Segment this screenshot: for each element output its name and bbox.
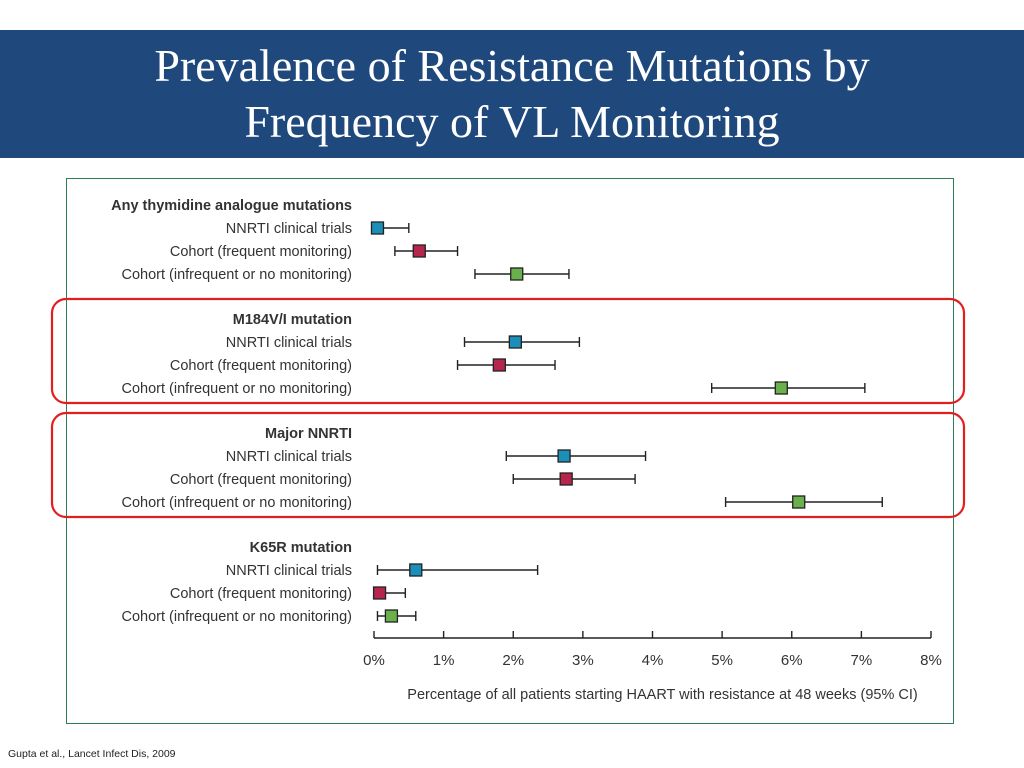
row-label: Cohort (frequent monitoring) bbox=[170, 358, 352, 374]
point-estimate-marker bbox=[774, 381, 788, 395]
x-axis-label: Percentage of all patients starting HAAR… bbox=[407, 687, 917, 703]
forest-plot-frame: Any thymidine analogue mutations NNRTI cl… bbox=[66, 178, 954, 724]
point-estimate-marker bbox=[492, 358, 506, 372]
x-tick-label: 8% bbox=[920, 652, 942, 669]
x-tick-label: 3% bbox=[572, 652, 594, 669]
row-label: Cohort (infrequent or no monitoring) bbox=[121, 609, 352, 625]
row-label: NNRTI clinical trials bbox=[226, 449, 352, 465]
point-estimate-marker bbox=[384, 609, 399, 623]
row-label: Cohort (infrequent or no monitoring) bbox=[121, 495, 352, 511]
x-tick-label: 7% bbox=[851, 652, 873, 669]
point-estimate-marker bbox=[508, 335, 522, 349]
citation: Gupta et al., Lancet Infect Dis, 2009 bbox=[8, 748, 176, 760]
title-band: Prevalence of Resistance Mutations by Fr… bbox=[0, 30, 1024, 158]
x-tick-label: 4% bbox=[642, 652, 664, 669]
row-label: Cohort (frequent monitoring) bbox=[170, 586, 352, 602]
row-label: NNRTI clinical trials bbox=[226, 563, 352, 579]
row-label: Cohort (frequent monitoring) bbox=[170, 244, 352, 260]
x-tick-label: 1% bbox=[433, 652, 455, 669]
point-estimate-marker bbox=[557, 449, 571, 463]
row-label: Cohort (infrequent or no monitoring) bbox=[121, 267, 352, 283]
slide-title-line-1: Prevalence of Resistance Mutations by bbox=[154, 40, 870, 91]
point-estimate-marker bbox=[412, 244, 426, 258]
x-tick-label: 6% bbox=[781, 652, 803, 669]
point-estimate-marker bbox=[559, 472, 573, 486]
group-title: K65R mutation bbox=[250, 540, 352, 556]
point-estimate-marker bbox=[792, 495, 806, 509]
row-label: Cohort (frequent monitoring) bbox=[170, 472, 352, 488]
group-title: M184V/I mutation bbox=[233, 312, 352, 328]
x-tick-label: 5% bbox=[711, 652, 733, 669]
point-estimate-marker bbox=[409, 563, 423, 577]
group-title: Major NNRTI bbox=[265, 426, 352, 442]
x-tick-label: 0% bbox=[363, 652, 385, 669]
row-label: NNRTI clinical trials bbox=[226, 335, 352, 351]
point-estimate-marker bbox=[370, 221, 385, 235]
forest-plot: Any thymidine analogue mutations NNRTI cl… bbox=[111, 198, 942, 703]
group-title: Any thymidine analogue mutations bbox=[111, 198, 352, 214]
slide-title-line-2: Frequency of VL Monitoring bbox=[244, 96, 780, 147]
point-estimate-marker bbox=[372, 586, 387, 600]
point-estimate-marker bbox=[510, 267, 524, 281]
x-tick-label: 2% bbox=[502, 652, 524, 669]
row-label: NNRTI clinical trials bbox=[226, 221, 352, 237]
slide-title: Prevalence of Resistance Mutations by Fr… bbox=[0, 30, 1024, 150]
row-label: Cohort (infrequent or no monitoring) bbox=[121, 381, 352, 397]
